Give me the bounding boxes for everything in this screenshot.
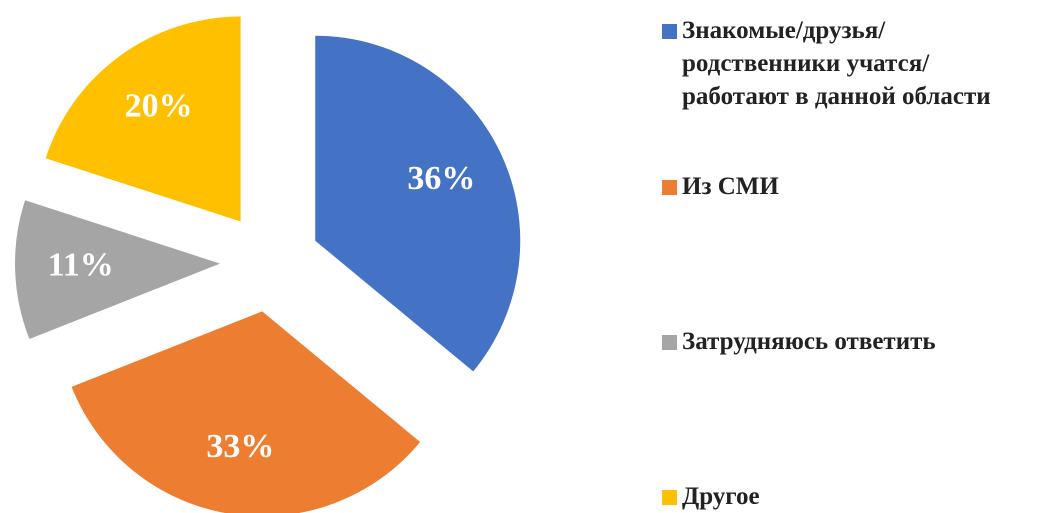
slice-label: 33% <box>206 428 274 465</box>
slice-label: 11% <box>48 247 114 284</box>
slice-label: 20% <box>125 88 193 125</box>
legend-label: Из СМИ <box>682 173 779 200</box>
legend-item: Затрудняюсь ответить <box>662 325 1012 358</box>
legend-swatch <box>662 180 677 195</box>
legend-swatch <box>662 490 677 505</box>
legend-item: Знакомые/друзья/родственники учатся/рабо… <box>662 14 1012 113</box>
legend-swatch <box>662 24 677 39</box>
legend-label: Другое <box>682 483 760 510</box>
pie-slice <box>315 35 521 372</box>
pie-slice <box>45 16 241 222</box>
legend-label: Знакомые/друзья/родственники учатся/рабо… <box>682 17 991 110</box>
pie-slice <box>15 200 221 340</box>
chart: 36% 33% 11% 20% <box>15 16 521 513</box>
legend-swatch <box>662 335 677 350</box>
pie-slice <box>71 311 421 513</box>
slice-label: 36% <box>407 160 475 197</box>
legend-item: Из СМИ <box>662 170 1012 203</box>
legend-item: Другое <box>662 480 1012 513</box>
legend-label: Затрудняюсь ответить <box>682 328 936 355</box>
